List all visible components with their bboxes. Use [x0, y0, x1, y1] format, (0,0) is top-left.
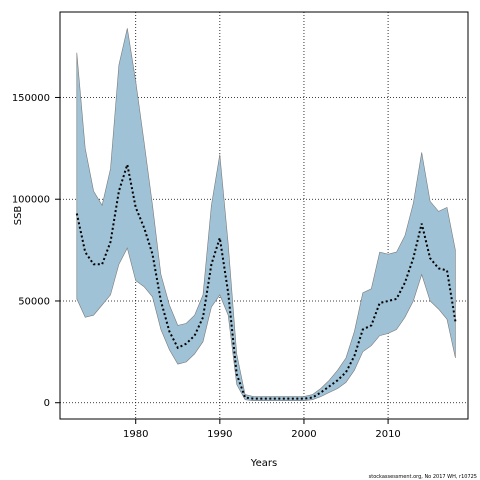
y-tick-label: 100000 — [12, 195, 50, 206]
confidence-band-layer — [76, 28, 456, 401]
x-axis-title: Years — [250, 458, 277, 469]
ssb-estimate-line — [75, 164, 457, 400]
axis-ticks: 1980 1990 2000 2010 0 50000 100000 150000 — [12, 93, 401, 440]
source-caption: stockassessment.org, No 2017 WH, r10725 — [369, 474, 477, 480]
x-tick-label: 1990 — [207, 429, 232, 440]
y-tick-label: 150000 — [12, 93, 50, 104]
y-tick-label: 0 — [44, 398, 50, 409]
x-tick-label: 1980 — [123, 429, 148, 440]
ssb-estimate-layer — [75, 164, 457, 400]
confidence-band — [76, 28, 456, 401]
x-tick-label: 2000 — [291, 429, 316, 440]
x-tick-label: 2010 — [375, 429, 400, 440]
y-axis-title: SSB — [13, 206, 24, 226]
plot-frame — [59, 11, 469, 420]
y-tick-label: 50000 — [18, 296, 50, 307]
